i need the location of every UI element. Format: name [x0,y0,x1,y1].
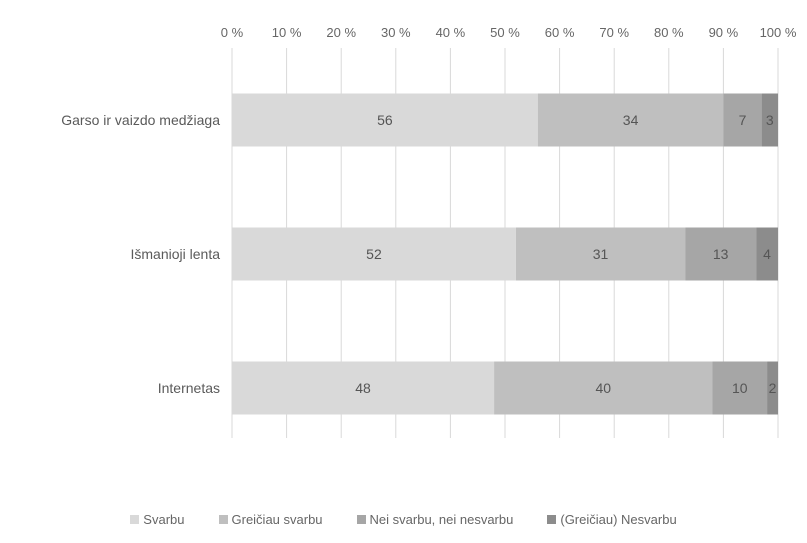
data-label: 7 [739,112,747,128]
data-label: 4 [763,246,771,262]
data-label: 10 [732,380,748,396]
bar-segment [756,227,778,281]
legend-label: Nei svarbu, nei nesvarbu [369,512,514,527]
bar-segment [723,93,762,147]
x-tick-label: 100 % [760,25,797,40]
x-tick-label: 30 % [381,25,411,40]
data-labels: 56 34 7 352 31 13 448 40 10 2 [355,112,776,396]
legend-label: Svarbu [143,512,185,527]
legend-item: Svarbu [130,512,185,527]
category-label: Išmanioji lenta [131,246,221,262]
data-label: 31 [593,246,609,262]
data-label: 2 [769,380,777,396]
legend-item: (Greičiau) Nesvarbu [547,512,677,527]
data-label: 48 [355,380,371,396]
bar-segment [232,361,495,415]
x-axis-tick-labels: 0 % 10 % 20 % 30 % 40 % 50 % 60 % 70 % 80 % 90 % 1… [221,25,797,40]
bar-segment [232,93,538,147]
bar-segment [712,361,768,415]
legend: Svarbu Greičiau svarbu Nei svarbu, nei nes… [0,512,807,527]
category-label: Internetas [158,380,220,396]
data-label: 56 [377,112,393,128]
x-tick-label: 70 % [599,25,629,40]
bar-segment [515,227,686,281]
legend-item: Nei svarbu, nei nesvarbu [356,512,514,527]
category-labels: Garso ir vaizdo medžiaga Išmanioji lenta I… [61,112,220,396]
x-tick-label: 50 % [490,25,520,40]
bar-segment [685,227,757,281]
x-tick-label: 60 % [545,25,575,40]
bar-segments [232,93,778,415]
data-label: 34 [623,112,639,128]
legend-swatch [218,515,228,524]
bar-segment [767,361,778,415]
data-label: 3 [766,112,774,128]
x-tick-label: 20 % [326,25,356,40]
legend-label: Greičiau svarbu [231,512,323,527]
x-tick-label: 90 % [709,25,739,40]
category-label: Garso ir vaizdo medžiaga [61,112,220,128]
x-tick-label: 10 % [272,25,302,40]
legend-item: Greičiau svarbu [218,512,323,527]
stacked-bar-chart: 0 % 10 % 20 % 30 % 40 % 50 % 60 % 70 % 80 % 90 % 1… [61,25,797,438]
data-label: 13 [713,246,729,262]
legend-label: (Greičiau) Nesvarbu [560,512,677,527]
bar-segment [232,227,516,281]
x-tick-label: 0 % [221,25,244,40]
bar-segment [537,93,724,147]
legend-swatch [356,515,366,524]
data-label: 40 [595,380,611,396]
bar-segment [761,93,778,147]
x-tick-label: 80 % [654,25,684,40]
data-label: 52 [366,246,382,262]
x-tick-label: 40 % [436,25,466,40]
bar-segment [494,361,713,415]
legend-swatch [130,515,140,524]
legend-swatch [547,515,557,524]
